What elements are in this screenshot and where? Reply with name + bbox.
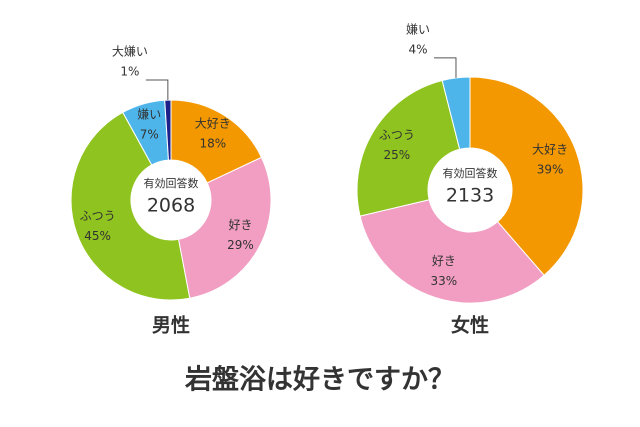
slice-category: ふつう [80, 209, 116, 223]
slice-value-label: 45% [84, 229, 111, 243]
slice-value-label: 39% [537, 163, 564, 177]
slice-value-label: 18% [199, 137, 226, 151]
pie-slice [469, 76, 584, 277]
slice-category: 大嫌い [112, 45, 148, 59]
slice-value-label: 7% [140, 128, 159, 142]
slice-category: 嫌い [137, 108, 161, 122]
chart-label: 女性 [451, 314, 489, 337]
slice-category: ふつう [379, 128, 415, 142]
slice-value-label: 1% [120, 65, 139, 79]
slice-value-label: 4% [408, 42, 427, 56]
page-title: 岩盤浴は好きですか？ [184, 365, 455, 396]
slice-category: 好き [228, 218, 252, 232]
center-label: 有効回答数 [443, 166, 498, 180]
center-total: 2068 [147, 195, 195, 217]
chart-label: 男性 [152, 314, 190, 337]
pie-slice [356, 79, 461, 217]
center-label: 有効回答数 [144, 176, 199, 190]
slice-category: 嫌い [406, 22, 430, 36]
pie-slice [70, 111, 191, 301]
slice-value-label: 29% [227, 238, 254, 252]
center-total: 2133 [446, 185, 494, 207]
slice-category: 好き [432, 254, 456, 268]
slice-category: 大好き [532, 143, 568, 157]
pie-slice [164, 99, 172, 161]
pie-slice [177, 156, 272, 299]
slice-value-label: 25% [384, 148, 411, 162]
leader-line [145, 79, 169, 101]
pie-slice [441, 76, 471, 150]
pie-slice [359, 199, 545, 304]
donut-hole [132, 161, 210, 239]
slice-category: 大好き [195, 117, 231, 131]
pie-slice [170, 99, 263, 184]
slice-value-label: 33% [430, 274, 457, 288]
leader-line [433, 57, 457, 78]
donut-hole [429, 149, 511, 231]
